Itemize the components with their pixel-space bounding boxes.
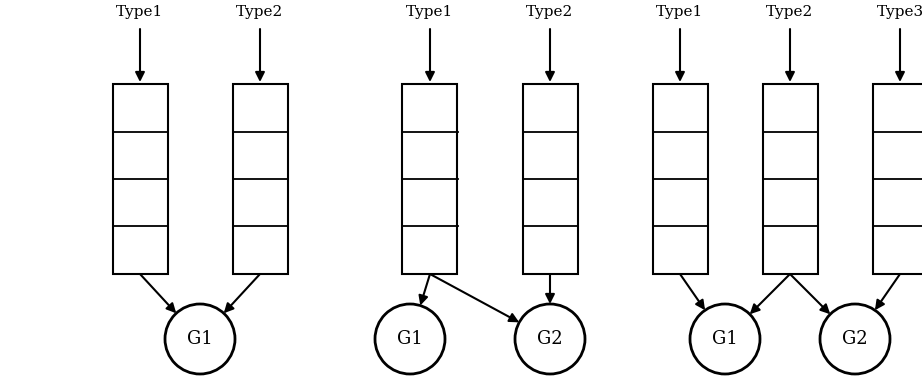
Text: Type3: Type3 [877,5,922,19]
Circle shape [165,304,235,374]
Circle shape [690,304,760,374]
Text: G2: G2 [842,330,868,348]
Bar [872,84,922,274]
Text: G1: G1 [712,330,738,348]
Bar [653,84,707,274]
Text: Type1: Type1 [116,5,163,19]
Bar [523,84,577,274]
Text: G1: G1 [397,330,423,348]
Text: G1: G1 [187,330,213,348]
Text: Type1: Type1 [407,5,454,19]
Circle shape [375,304,445,374]
Circle shape [515,304,585,374]
Text: Type2: Type2 [526,5,573,19]
Text: Type1: Type1 [656,5,703,19]
Bar [762,84,818,274]
Circle shape [820,304,890,374]
Bar [232,84,288,274]
Text: Type2: Type2 [236,5,284,19]
Text: Type2: Type2 [766,5,813,19]
Text: G2: G2 [538,330,562,348]
Bar [403,84,457,274]
Bar [112,84,168,274]
